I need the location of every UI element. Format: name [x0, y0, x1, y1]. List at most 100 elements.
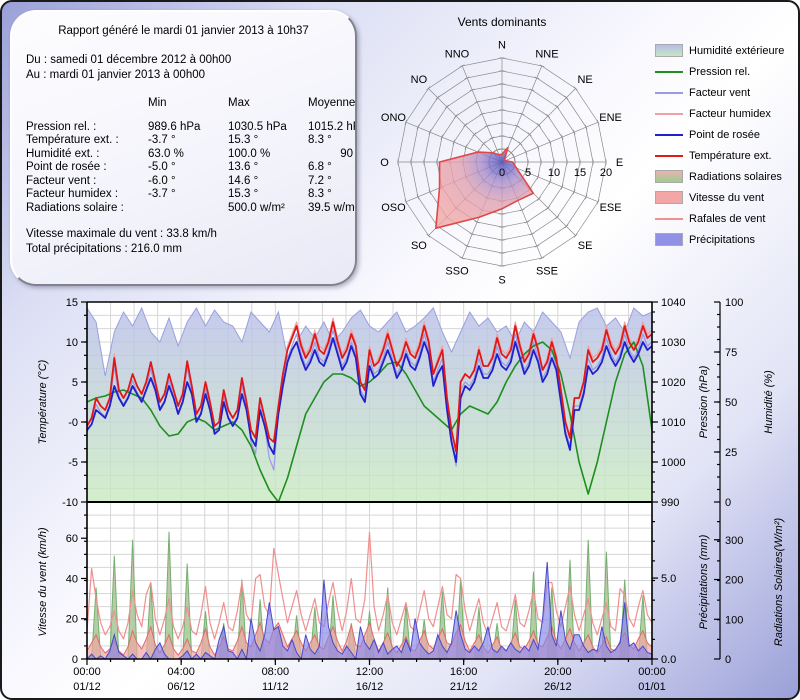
axis-labels: 15105-0-5-106040200104010301020101010009…: [37, 297, 785, 693]
legend-label: Facteur vent: [689, 86, 751, 99]
svg-text:300: 300: [725, 535, 743, 547]
precipitation-axis-name: Précipitations (mm): [698, 534, 710, 629]
max-wind-speed: Vitesse maximale du vent : 33.8 km/h: [26, 228, 217, 240]
svg-text:-10: -10: [62, 497, 78, 509]
svg-text:1030: 1030: [661, 337, 685, 349]
svg-text:SSE: SSE: [536, 266, 558, 278]
stats-row-label: Température ext. :: [26, 134, 119, 146]
legend-swatch-icon: [655, 133, 683, 136]
svg-text:25: 25: [725, 447, 737, 459]
svg-text:SSO: SSO: [445, 266, 469, 278]
summary-panel: Rapport généré le mardi 01 janvier 2013 …: [10, 10, 357, 286]
svg-text:-0: -0: [68, 417, 78, 429]
svg-text:NNE: NNE: [535, 48, 558, 60]
svg-text:-5: -5: [68, 457, 78, 469]
stats-col-0: Min: [148, 97, 167, 109]
x-date-label: 06/12: [167, 681, 195, 693]
x-time-label: 00:00: [638, 666, 666, 678]
legend-label: Facteur humidex: [689, 107, 771, 120]
legend-swatch-icon: [655, 217, 683, 220]
x-date-label: 01/01: [638, 681, 666, 693]
period-from: Du : samedi 01 décembre 2012 à 00h00: [26, 54, 232, 66]
stats-row-max: 15.3 °: [228, 134, 259, 146]
svg-text:O: O: [380, 157, 389, 169]
stats-row-label: Humidité ext. :: [26, 147, 100, 160]
stats-row-moyenne: 6.8 °: [308, 161, 332, 173]
legend-label: Température ext.: [689, 149, 772, 162]
svg-text:S: S: [498, 275, 505, 287]
stats-row-max: 14.6 °: [228, 174, 259, 187]
stats-row-max: 1030.5 hPa: [228, 120, 287, 133]
svg-text:10: 10: [548, 167, 560, 179]
stats-row-moyenne: 90: [340, 147, 353, 160]
x-time-label: 12:00: [356, 666, 384, 678]
svg-text:NNO: NNO: [445, 48, 470, 60]
stats-row-moyenne: 8.3 °: [308, 134, 332, 146]
radiation-axis-name: Radiations Solaires(W/m²): [773, 517, 785, 646]
x-time-label: 04:00: [167, 666, 195, 678]
wind-rose-chart: N NNE NE ENE E ESE SE SSE S SSO SO OSO O ONO NO NNO 0 5 10…: [380, 39, 623, 286]
svg-text:990: 990: [661, 497, 679, 509]
legend-swatch-icon: [655, 112, 683, 115]
legend-label: Vitesse du vent: [689, 191, 765, 204]
wind-rose-title: Vents dominants: [457, 15, 547, 29]
svg-text:N: N: [498, 39, 506, 51]
stats-row-max: 15.3 °: [228, 188, 259, 200]
svg-text:200: 200: [725, 575, 743, 587]
legend-swatch-icon: [655, 233, 683, 246]
legend-item: Point de rosée: [655, 124, 798, 145]
svg-text:SE: SE: [578, 240, 593, 252]
legend-item: Humidité extérieure: [655, 40, 798, 61]
Rafales de vent-line: [86, 531, 653, 640]
svg-text:100: 100: [725, 297, 743, 309]
wind-rose-direction-labels: N NNE NE ENE E ESE SE SSE S SSO SO OSO O ONO NO NNO: [380, 39, 623, 286]
svg-text:50: 50: [725, 397, 737, 409]
wind-axis-name: Vitesse du vent (km/h): [37, 527, 49, 637]
stats-row-label: Facteur humidex :: [26, 188, 119, 200]
Température ext.-line: [86, 321, 653, 453]
humidity-axis-name: Humidité (%): [763, 370, 775, 434]
x-date-label: 01/12: [73, 681, 101, 693]
stats-row-min: -3.7 °: [148, 134, 176, 146]
svg-text:5.0: 5.0: [661, 573, 676, 585]
svg-text:60: 60: [66, 533, 78, 545]
legend-label: Point de rosée: [689, 128, 760, 141]
wind-rose-data-polygon: [435, 146, 535, 229]
legend-swatch-icon: [655, 91, 683, 94]
x-date-label: 16/12: [356, 681, 384, 693]
stats-row-min: -3.7 °: [148, 188, 176, 200]
svg-text:OSO: OSO: [381, 202, 406, 214]
stats-row-max: 100.0 %: [228, 147, 271, 160]
x-date-label: 11/12: [262, 681, 289, 693]
svg-text:75: 75: [725, 347, 737, 359]
stats-row-label: Radiations solaire :: [26, 201, 124, 214]
stats-row-moyenne: 39.5 w/m²: [308, 201, 355, 214]
svg-text:0: 0: [725, 654, 731, 666]
svg-text:20: 20: [600, 167, 612, 179]
legend-label: Radiations solaires: [689, 170, 782, 183]
axis-ticks: [81, 301, 721, 665]
stats-row-label: Facteur vent :: [26, 174, 97, 187]
svg-text:ENE: ENE: [599, 112, 622, 124]
legend-label: Rafales de vent: [689, 212, 766, 225]
stats-row-min: -5.0 °: [148, 161, 176, 173]
svg-text:SO: SO: [411, 240, 427, 252]
legend-label: Humidité extérieure: [689, 44, 785, 57]
legend-item: Rafales de vent: [655, 208, 798, 229]
svg-text:15: 15: [66, 297, 78, 309]
stats-row-min: 63.0 %: [148, 147, 184, 160]
stats-col-1: Max: [228, 97, 250, 109]
svg-text:20: 20: [66, 614, 78, 626]
svg-text:1020: 1020: [661, 377, 685, 389]
svg-text:1010: 1010: [661, 417, 685, 429]
legend-item: Précipitations: [655, 229, 798, 250]
svg-text:15: 15: [574, 167, 586, 179]
x-time-label: 08:00: [262, 666, 290, 678]
legend-item: Température ext.: [655, 145, 798, 166]
stats-table: Min Max Moyenne Pression rel. : 989.6 hPa 103…: [26, 97, 355, 215]
svg-text:0: 0: [725, 497, 731, 509]
x-date-label: 26/12: [544, 681, 572, 693]
legend-item: Pression rel.: [655, 61, 798, 82]
legend-swatch-icon: [655, 70, 683, 73]
